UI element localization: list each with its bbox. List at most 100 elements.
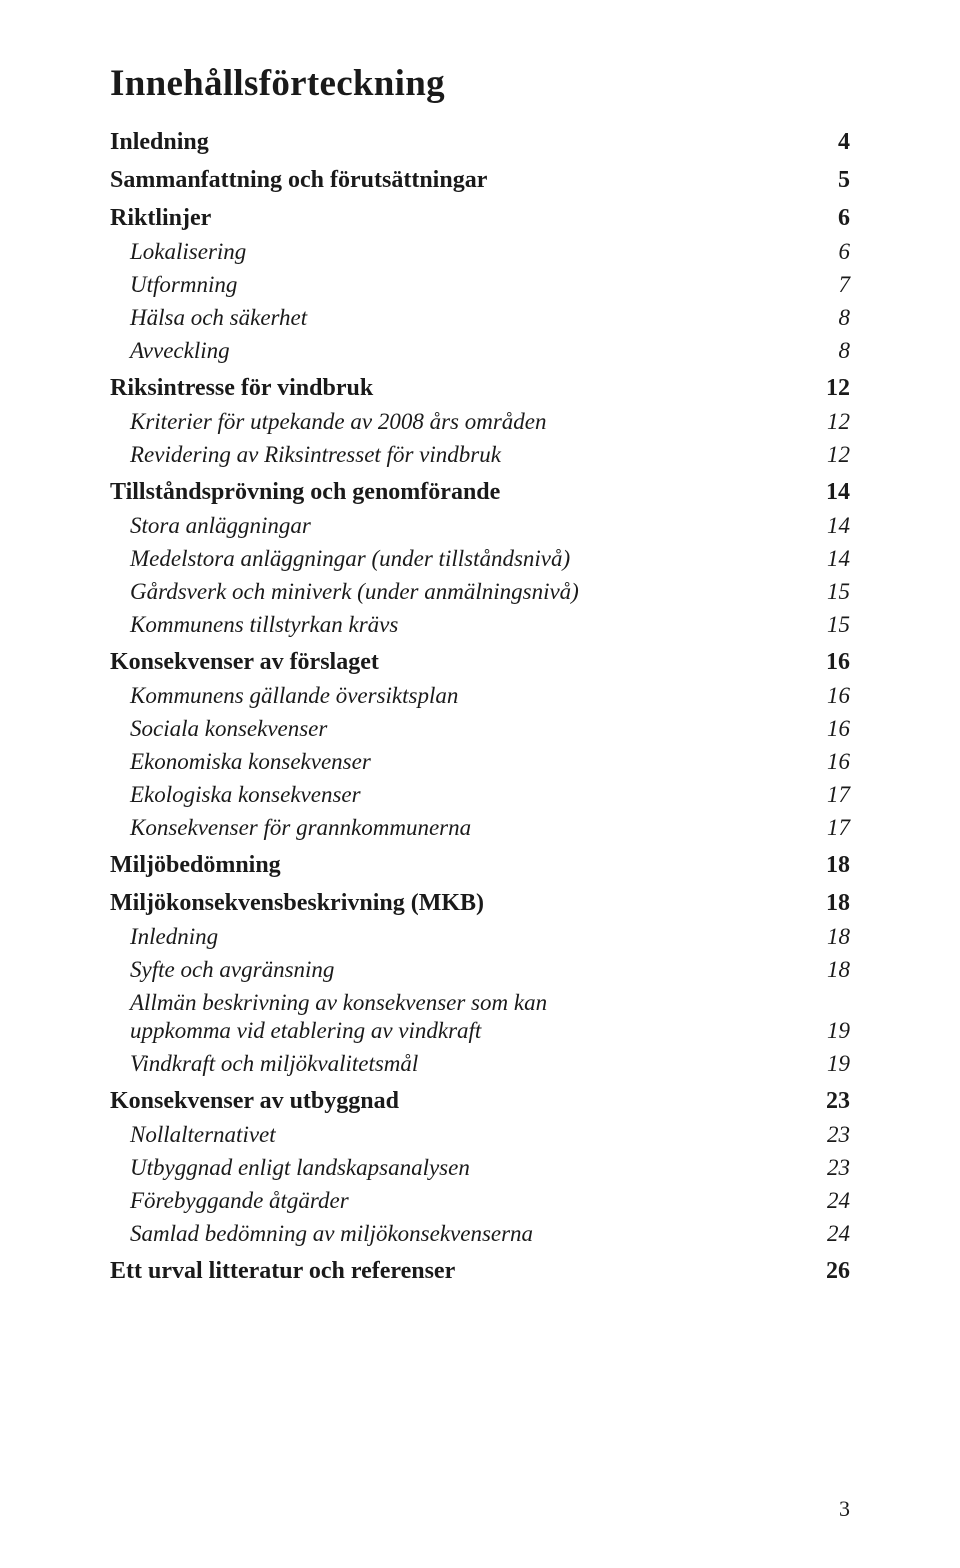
toc-entry-page: 14 (810, 546, 850, 572)
toc-entry-page: 7 (810, 272, 850, 298)
toc-entry-lvl2: Hälsa och säkerhet8 (110, 305, 850, 331)
toc-entry-page: 16 (810, 749, 850, 775)
toc-entry-label: Stora anläggningar (110, 513, 810, 539)
toc-entry-label: Inledning (110, 129, 810, 156)
toc-entry-label: Kriterier för utpekande av 2008 års områ… (110, 409, 810, 435)
toc-entry-lvl1: Konsekvenser av utbyggnad23 (110, 1088, 850, 1115)
toc-entry-lvl2: Kriterier för utpekande av 2008 års områ… (110, 409, 850, 435)
toc-entry-lvl2: uppkomma vid etablering av vindkraft19 (110, 1018, 850, 1044)
toc-entry-page: 15 (810, 579, 850, 605)
toc-entry-lvl1: Tillståndsprövning och genomförande14 (110, 479, 850, 506)
toc-entry-page: 19 (810, 1018, 850, 1044)
toc-entry-label: Riksintresse för vindbruk (110, 375, 810, 402)
toc-entry-page: 12 (810, 375, 850, 402)
toc-entry-lvl1: Konsekvenser av förslaget16 (110, 649, 850, 676)
toc-entry-label: Konsekvenser av utbyggnad (110, 1088, 810, 1115)
toc-entry-label: Vindkraft och miljökvalitetsmål (110, 1051, 810, 1077)
toc-entry-page: 5 (810, 167, 850, 194)
toc-entry-lvl2: Medelstora anläggningar (under tillstånd… (110, 546, 850, 572)
toc-entry-lvl2: Inledning18 (110, 924, 850, 950)
toc-entry-label: Miljökonsekvensbeskrivning (MKB) (110, 890, 810, 917)
toc-entry-label: Medelstora anläggningar (under tillstånd… (110, 546, 810, 572)
toc-entry-lvl2: Ekonomiska konsekvenser16 (110, 749, 850, 775)
toc-entry-page: 23 (810, 1088, 850, 1115)
toc-entry-lvl2: Allmän beskrivning av konsekvenser som k… (110, 990, 850, 1016)
toc-entry-page: 6 (810, 239, 850, 265)
toc-entry-page: 12 (810, 442, 850, 468)
toc-entry-label: Tillståndsprövning och genomförande (110, 479, 810, 506)
toc-entry-lvl1: Miljöbedömning18 (110, 852, 850, 879)
toc-entry-label: Allmän beskrivning av konsekvenser som k… (110, 990, 810, 1016)
toc-entry-lvl2: Ekologiska konsekvenser17 (110, 782, 850, 808)
toc-entry-lvl2: Lokalisering6 (110, 239, 850, 265)
toc-entry-page: 23 (810, 1122, 850, 1148)
toc-entry-page: 18 (810, 924, 850, 950)
toc-entry-lvl2: Kommunens tillstyrkan krävs15 (110, 612, 850, 638)
toc-entry-label: Utbyggnad enligt landskapsanalysen (110, 1155, 810, 1181)
toc-entry-lvl1: Riktlinjer6 (110, 205, 850, 232)
toc-entry-lvl2: Konsekvenser för grannkommunerna17 (110, 815, 850, 841)
toc-entry-label: Kommunens gällande översiktsplan (110, 683, 810, 709)
toc-entry-label: Hälsa och säkerhet (110, 305, 810, 331)
toc-entry-page: 18 (810, 957, 850, 983)
toc-entry-lvl2: Utformning7 (110, 272, 850, 298)
toc-entry-lvl2: Syfte och avgränsning18 (110, 957, 850, 983)
toc-entry-page: 14 (810, 479, 850, 506)
toc-entry-lvl1: Inledning4 (110, 129, 850, 156)
toc-entry-label: Gårdsverk och miniverk (under anmälnings… (110, 579, 810, 605)
toc-entry-label: Förebyggande åtgärder (110, 1188, 810, 1214)
toc-entry-lvl2: Nollalternativet23 (110, 1122, 850, 1148)
toc-list: Inledning4Sammanfattning och förutsättni… (110, 129, 850, 1285)
toc-entry-page: 17 (810, 815, 850, 841)
toc-entry-lvl2: Revidering av Riksintresset för vindbruk… (110, 442, 850, 468)
toc-entry-page: 16 (810, 716, 850, 742)
toc-entry-lvl1: Ett urval litteratur och referenser26 (110, 1258, 850, 1285)
toc-entry-label: Sammanfattning och förutsättningar (110, 167, 810, 194)
toc-entry-label: Syfte och avgränsning (110, 957, 810, 983)
toc-entry-label: Miljöbedömning (110, 852, 810, 879)
toc-entry-label: Inledning (110, 924, 810, 950)
toc-entry-page: 24 (810, 1221, 850, 1247)
toc-entry-page: 16 (810, 683, 850, 709)
toc-entry-page: 8 (810, 338, 850, 364)
toc-entry-label: Ekologiska konsekvenser (110, 782, 810, 808)
toc-entry-lvl2: Avveckling8 (110, 338, 850, 364)
toc-entry-page: 12 (810, 409, 850, 435)
toc-entry-lvl1: Miljökonsekvensbeskrivning (MKB)18 (110, 890, 850, 917)
toc-entry-page: 18 (810, 890, 850, 917)
toc-entry-page: 23 (810, 1155, 850, 1181)
toc-entry-label: Nollalternativet (110, 1122, 810, 1148)
toc-entry-lvl2: Kommunens gällande översiktsplan16 (110, 683, 850, 709)
toc-entry-label: Kommunens tillstyrkan krävs (110, 612, 810, 638)
toc-entry-lvl2: Sociala konsekvenser16 (110, 716, 850, 742)
toc-entry-label: Ekonomiska konsekvenser (110, 749, 810, 775)
toc-entry-label: uppkomma vid etablering av vindkraft (110, 1018, 810, 1044)
toc-entry-page: 26 (810, 1258, 850, 1285)
toc-entry-label: Konsekvenser av förslaget (110, 649, 810, 676)
toc-entry-lvl1: Riksintresse för vindbruk12 (110, 375, 850, 402)
toc-entry-label: Konsekvenser för grannkommunerna (110, 815, 810, 841)
toc-entry-label: Lokalisering (110, 239, 810, 265)
toc-entry-lvl2: Vindkraft och miljökvalitetsmål19 (110, 1051, 850, 1077)
toc-entry-lvl2: Stora anläggningar14 (110, 513, 850, 539)
toc-entry-label: Revidering av Riksintresset för vindbruk (110, 442, 810, 468)
toc-entry-label: Samlad bedömning av miljökonsekvenserna (110, 1221, 810, 1247)
toc-entry-label: Sociala konsekvenser (110, 716, 810, 742)
toc-entry-page: 6 (810, 205, 850, 232)
toc-entry-page: 17 (810, 782, 850, 808)
toc-entry-page: 8 (810, 305, 850, 331)
toc-entry-lvl2: Samlad bedömning av miljökonsekvenserna2… (110, 1221, 850, 1247)
page-number: 3 (839, 1496, 850, 1522)
toc-title: Innehållsförteckning (110, 62, 850, 105)
toc-entry-label: Utformning (110, 272, 810, 298)
toc-entry-page: 18 (810, 852, 850, 879)
toc-entry-label: Ett urval litteratur och referenser (110, 1258, 810, 1285)
toc-entry-lvl1: Sammanfattning och förutsättningar5 (110, 167, 850, 194)
toc-entry-label: Riktlinjer (110, 205, 810, 232)
toc-entry-page: 4 (810, 129, 850, 156)
toc-entry-lvl2: Utbyggnad enligt landskapsanalysen23 (110, 1155, 850, 1181)
page: Innehållsförteckning Inledning4Sammanfat… (0, 0, 960, 1568)
toc-entry-page: 19 (810, 1051, 850, 1077)
toc-entry-page: 14 (810, 513, 850, 539)
toc-entry-lvl2: Gårdsverk och miniverk (under anmälnings… (110, 579, 850, 605)
